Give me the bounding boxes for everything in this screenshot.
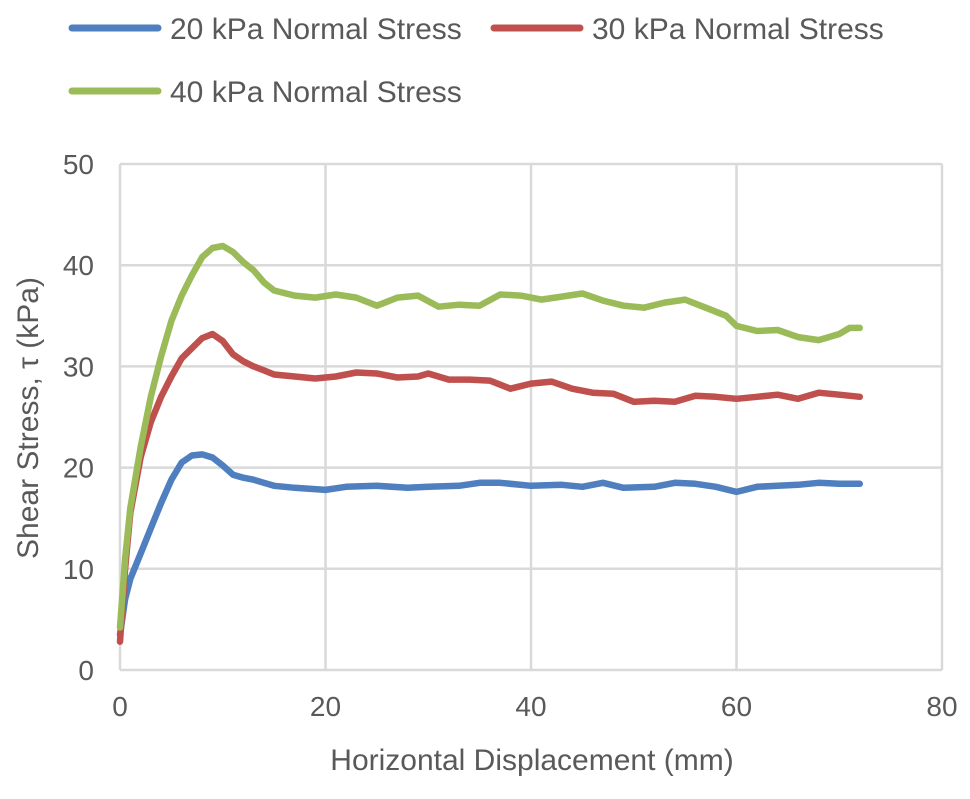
x-tick-label: 20 bbox=[310, 691, 341, 722]
legend: 20 kPa Normal Stress 30 kPa Normal Stress… bbox=[68, 13, 884, 109]
y-tick-label: 40 bbox=[63, 250, 94, 281]
y-tick-label: 50 bbox=[63, 149, 94, 180]
x-tick-label: 0 bbox=[112, 691, 128, 722]
x-tick-label: 80 bbox=[926, 691, 957, 722]
legend-label-3: 40 kPa Normal Stress bbox=[170, 76, 462, 109]
y-axis-title: Shear Stress, τ (kPa) bbox=[12, 277, 45, 559]
series-line-3 bbox=[116, 242, 864, 631]
y-tick-label: 30 bbox=[63, 351, 94, 382]
series-line-2 bbox=[116, 330, 864, 645]
y-tick-label: 0 bbox=[78, 655, 94, 686]
x-tick-label: 40 bbox=[515, 691, 546, 722]
gridlines bbox=[120, 162, 944, 670]
legend-label-1: 20 kPa Normal Stress bbox=[170, 13, 462, 46]
x-tick-labels: 0 20 40 60 80 bbox=[112, 691, 957, 722]
series-line-1 bbox=[116, 451, 864, 638]
y-tick-labels: 0 10 20 30 40 50 bbox=[63, 149, 94, 686]
y-tick-label: 10 bbox=[63, 554, 94, 585]
series-lines bbox=[116, 242, 864, 645]
legend-label-2: 30 kPa Normal Stress bbox=[592, 13, 884, 46]
y-tick-label: 20 bbox=[63, 453, 94, 484]
x-axis-title: Horizontal Displacement (mm) bbox=[330, 744, 733, 777]
x-tick-label: 60 bbox=[721, 691, 752, 722]
